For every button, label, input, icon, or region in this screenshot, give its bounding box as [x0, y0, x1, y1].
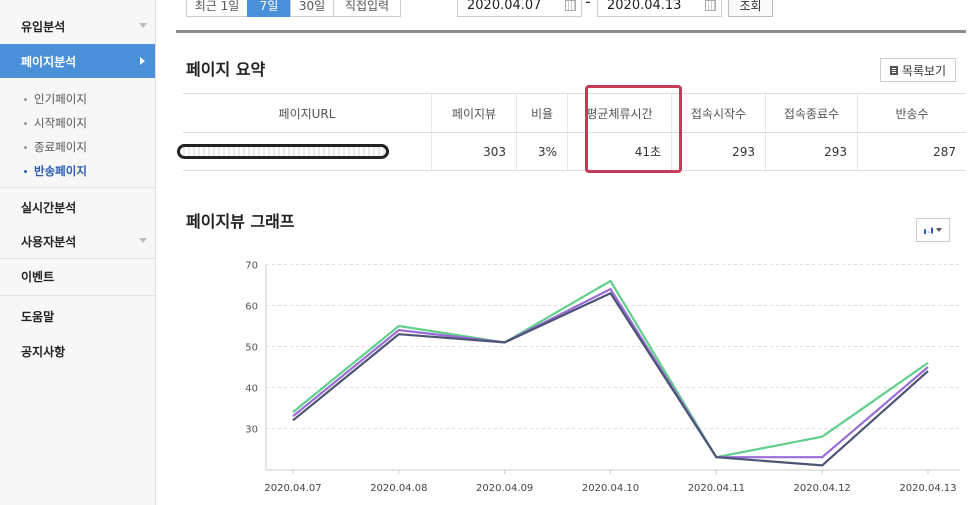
sub-item-label: 인기페이지: [34, 92, 87, 106]
x-tick-label: 2020.04.09: [476, 483, 533, 494]
sub-item-popular[interactable]: 인기페이지: [24, 91, 87, 107]
bullet-icon: [24, 146, 27, 149]
sidebar-item-notice[interactable]: 공지사항: [0, 334, 155, 368]
column-header: 비율: [516, 93, 568, 133]
bullet-icon: [24, 122, 27, 125]
sidebar-item-inflow[interactable]: 유입분석: [0, 9, 155, 43]
sidebar-item-label: 유입분석: [21, 19, 66, 34]
sidebar-item-event[interactable]: 이벤트: [0, 259, 155, 293]
search-button[interactable]: 조회: [728, 0, 773, 17]
toolbar-divider: [176, 30, 966, 33]
calendar-icon[interactable]: [705, 0, 716, 11]
x-tick-label: 2020.04.12: [794, 483, 851, 494]
date-separator: -: [585, 0, 591, 11]
period-1day-button[interactable]: 최근 1일: [186, 0, 248, 17]
start-date-value: 2020.04.07: [467, 0, 542, 13]
sub-item-label: 반송페이지: [34, 164, 87, 178]
y-tick-label: 40: [245, 384, 258, 395]
calendar-icon[interactable]: [565, 0, 576, 11]
starts-cell: 293: [671, 132, 766, 171]
list-view-label: 목록보기: [901, 63, 947, 78]
period-custom-button[interactable]: 직접입력: [333, 0, 401, 17]
series-line-2: [292, 287, 929, 459]
y-tick-label: 30: [245, 425, 258, 436]
sidebar-item-label: 페이지분석: [21, 54, 77, 69]
chart-type-button[interactable]: [916, 218, 950, 242]
list-view-button[interactable]: 목록보기: [880, 58, 956, 82]
sidebar-item-help[interactable]: 도움말: [0, 299, 155, 333]
bullet-icon: [24, 98, 27, 101]
divider: [0, 295, 155, 296]
sub-item-bounce[interactable]: 반송페이지: [24, 163, 87, 179]
x-tick-label: 2020.04.11: [688, 483, 745, 494]
avg-time-cell: 41초: [567, 132, 672, 171]
sub-item-exit[interactable]: 종료페이지: [24, 139, 87, 155]
column-header: 페이지URL: [183, 93, 432, 133]
column-header: 접속종료수: [765, 93, 858, 133]
pageviews-cell: 303: [431, 132, 517, 171]
x-tick-label: 2020.04.07: [264, 483, 321, 494]
chevron-right-icon: [140, 57, 145, 65]
column-header: 페이지뷰: [431, 93, 517, 133]
x-tick-label: 2020.04.13: [899, 483, 956, 494]
sidebar-item-user-analysis[interactable]: 사용자분석: [0, 224, 155, 258]
summary-table: 페이지URL 페이지뷰 비율 평균체류시간 접속시작수 접속종료수 반송수 30…: [183, 93, 966, 171]
chevron-down-icon: [139, 23, 147, 28]
sidebar-item-label: 실시간분석: [21, 200, 77, 215]
column-header: 평균체류시간: [567, 93, 672, 133]
column-header: 반송수: [857, 93, 966, 133]
sidebar: 유입분석 페이지분석 인기페이지 시작페이지 종료페이지 반송페이지 실시간분석…: [0, 0, 156, 505]
start-date-input[interactable]: 2020.04.07: [457, 0, 582, 17]
graph-title: 페이지뷰 그래프: [186, 212, 295, 231]
ends-cell: 293: [765, 132, 858, 171]
bullet-icon: [24, 170, 27, 173]
y-tick-label: 60: [245, 302, 258, 313]
list-icon: [889, 65, 898, 75]
chevron-down-icon: [936, 228, 942, 232]
sidebar-item-label: 공지사항: [21, 344, 66, 359]
sidebar-item-label: 도움말: [21, 309, 55, 324]
pageview-line-chart: 30 40 50 60 70 2020.04.07 2020.04.08 2020.04.09…: [245, 261, 960, 494]
y-tick-label: 70: [245, 261, 258, 272]
series-line-3: [292, 292, 929, 467]
y-tick-label: 50: [245, 343, 258, 354]
series-line-1: [292, 279, 929, 459]
column-header: 접속시작수: [671, 93, 766, 133]
bar-chart-icon: [924, 226, 933, 234]
period-30days-button[interactable]: 30일: [290, 0, 334, 17]
end-date-input[interactable]: 2020.04.13: [597, 0, 722, 17]
divider: [0, 258, 155, 259]
sidebar-item-page-analysis[interactable]: 페이지분석: [0, 44, 155, 78]
table-header-row: 페이지URL 페이지뷰 비율 평균체류시간 접속시작수 접속종료수 반송수: [183, 93, 966, 133]
sidebar-item-realtime[interactable]: 실시간분석: [0, 190, 155, 224]
sub-item-label: 시작페이지: [34, 116, 87, 130]
x-tick-label: 2020.04.08: [370, 483, 427, 494]
period-7days-button[interactable]: 7일: [247, 0, 291, 17]
sub-item-label: 종료페이지: [34, 140, 87, 154]
divider: [0, 187, 155, 188]
end-date-value: 2020.04.13: [607, 0, 682, 13]
chevron-down-icon: [139, 238, 147, 243]
x-tick-label: 2020.04.10: [582, 483, 639, 494]
sidebar-item-label: 사용자분석: [21, 234, 77, 249]
sidebar-item-label: 이벤트: [21, 269, 55, 284]
ratio-cell: 3%: [516, 132, 568, 171]
summary-title: 페이지 요약: [186, 60, 266, 79]
redacted-url: [177, 144, 389, 159]
bounces-cell: 287: [857, 132, 966, 171]
sub-item-start[interactable]: 시작페이지: [24, 115, 87, 131]
